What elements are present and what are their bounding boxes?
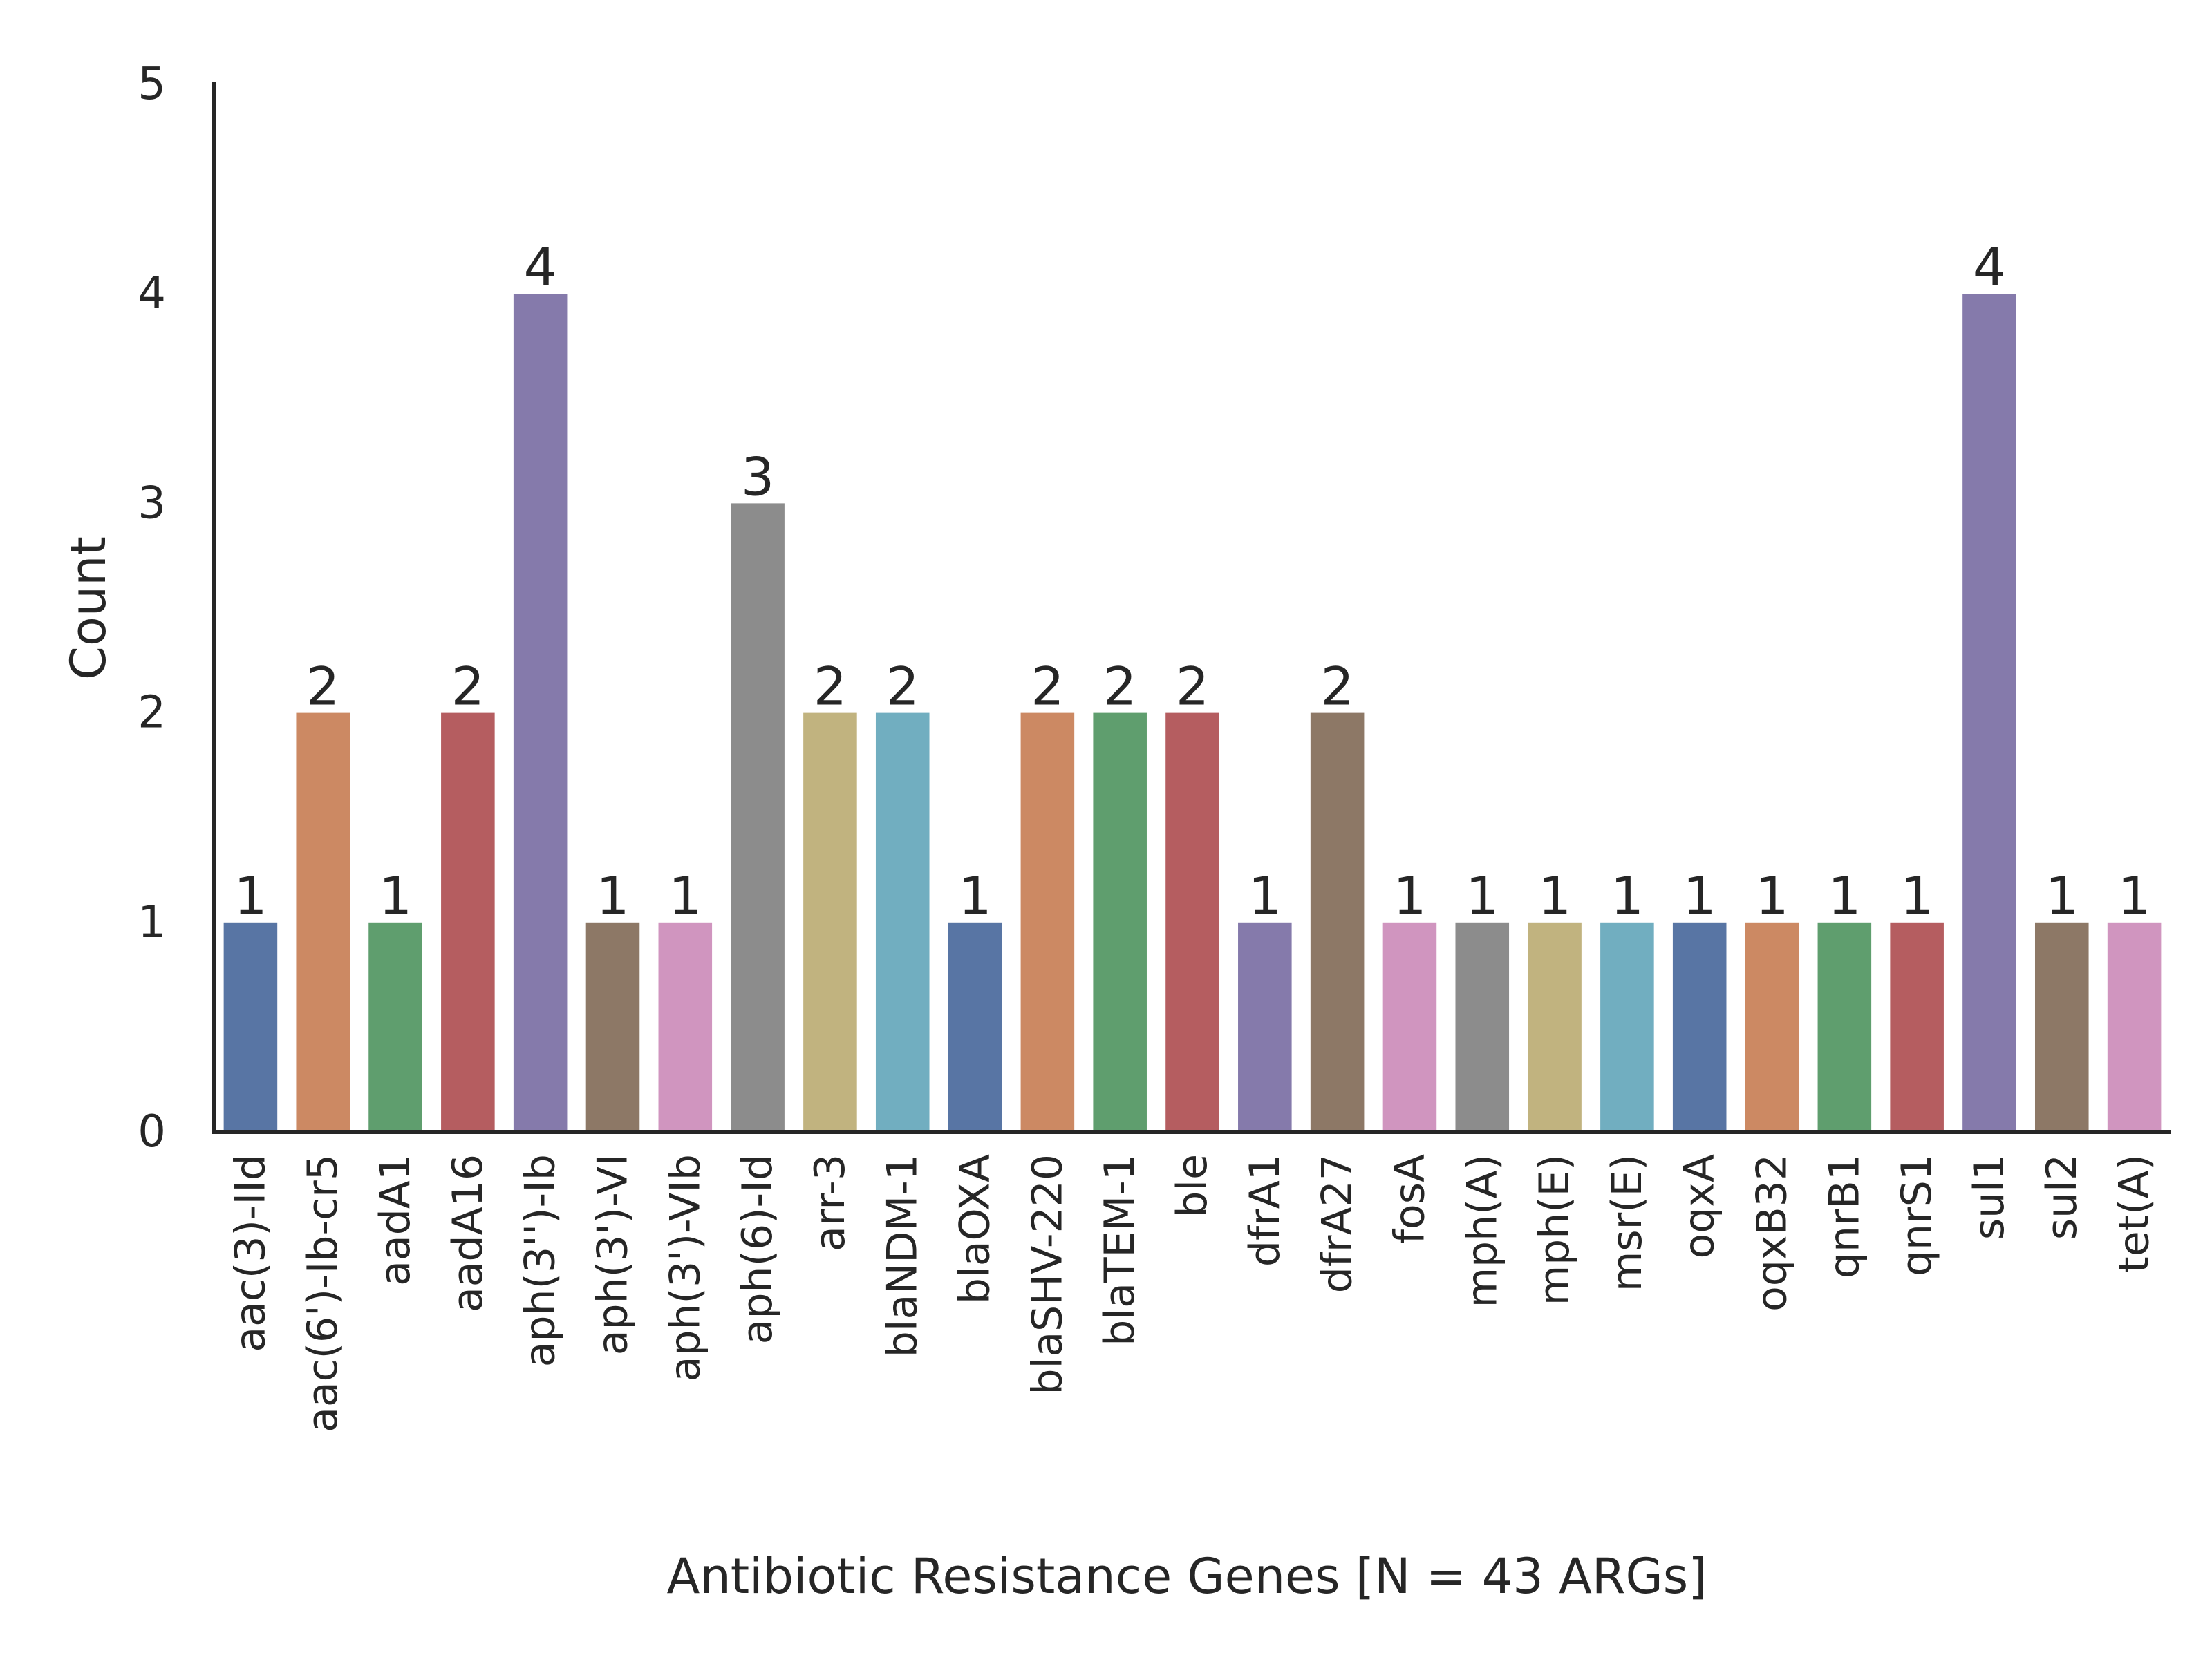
data-label-24: 4	[1973, 236, 2006, 298]
x-tick-label-11: blaSHV-220	[1023, 1154, 1071, 1395]
data-label-17: 1	[1465, 865, 1499, 927]
data-label-22: 1	[1828, 865, 1861, 927]
bar-0	[223, 922, 278, 1132]
data-label-5: 1	[596, 865, 629, 927]
x-tick-label-21: oqxB32	[1748, 1154, 1797, 1312]
bar-26	[2107, 922, 2162, 1132]
x-tick-label-0: aac(3)-IId	[226, 1154, 274, 1352]
bar-12	[1093, 712, 1147, 1132]
bar-4	[513, 294, 568, 1133]
data-label-11: 2	[1031, 656, 1064, 717]
bar-22	[1817, 922, 1872, 1132]
data-label-14: 1	[1248, 865, 1282, 927]
bar-8	[803, 712, 857, 1132]
bar-25	[2034, 922, 2089, 1132]
x-tick-label-19: msr(E)	[1603, 1154, 1651, 1292]
bars	[223, 294, 2162, 1133]
x-tick-label-10: blaOXA	[951, 1154, 1000, 1304]
data-label-8: 2	[814, 656, 847, 717]
bar-1	[296, 712, 350, 1132]
bar-15	[1310, 712, 1365, 1132]
x-tick-label-5: aph(3')-VI	[588, 1154, 637, 1355]
y-axis-title: Count	[60, 536, 117, 680]
data-label-15: 2	[1320, 656, 1353, 717]
data-label-21: 1	[1755, 865, 1788, 927]
data-label-16: 1	[1393, 865, 1426, 927]
bar-14	[1238, 922, 1292, 1132]
data-label-12: 2	[1103, 656, 1136, 717]
bar-21	[1745, 922, 1799, 1132]
bar-9	[875, 712, 930, 1132]
x-tick-label-22: qnrB1	[1820, 1154, 1868, 1278]
y-tick-label-5: 5	[138, 59, 166, 110]
x-tick-label-18: mph(E)	[1530, 1154, 1579, 1305]
data-label-26: 1	[2117, 865, 2150, 927]
x-tick-label-24: sul1	[1965, 1154, 2014, 1240]
data-label-23: 1	[1900, 865, 1933, 927]
x-tick-labels: aac(3)-IId aac(6')-Ib-cr5 aadA1 aadA16 aph(3…	[226, 1154, 2158, 1433]
x-tick-label-14: dfrA1	[1241, 1154, 1289, 1267]
data-label-20: 1	[1683, 865, 1716, 927]
bar-19	[1600, 922, 1654, 1132]
data-label-1: 2	[306, 656, 339, 717]
x-tick-label-6: aph(3')-VIb	[661, 1154, 709, 1381]
data-label-3: 2	[451, 656, 485, 717]
y-tick-labels: 0 1 2 3 4 5	[138, 59, 166, 1158]
x-tick-label-9: blaNDM-1	[879, 1154, 927, 1357]
x-tick-label-3: aadA16	[444, 1154, 492, 1312]
x-tick-label-23: qnrS1	[1893, 1154, 1941, 1276]
bar-16	[1382, 922, 1437, 1132]
data-label-19: 1	[1611, 865, 1644, 927]
bar-10	[948, 922, 1002, 1132]
x-tick-label-16: fosA	[1385, 1154, 1434, 1244]
bar-20	[1672, 922, 1727, 1132]
bar-17	[1455, 922, 1510, 1132]
data-label-0: 1	[234, 865, 267, 927]
x-tick-label-13: ble	[1168, 1154, 1217, 1218]
x-tick-label-26: tet(A)	[2110, 1154, 2159, 1273]
y-tick-label-0: 0	[138, 1106, 166, 1158]
bar-18	[1528, 922, 1582, 1132]
x-axis-title: Antibiotic Resistance Genes [N = 43 ARGs…	[666, 1548, 1707, 1605]
x-tick-label-8: arr-3	[806, 1154, 854, 1252]
x-tick-label-1: aac(6')-Ib-cr5	[299, 1154, 347, 1433]
x-tick-label-2: aadA1	[371, 1154, 420, 1286]
data-label-7: 3	[741, 446, 774, 507]
y-tick-label-2: 2	[138, 688, 166, 739]
x-tick-label-25: sul2	[2038, 1154, 2086, 1240]
bar-3	[441, 712, 495, 1132]
x-tick-label-20: oqxA	[1676, 1154, 1724, 1258]
bar-2	[368, 922, 422, 1132]
bar-11	[1020, 712, 1075, 1132]
x-tick-label-4: aph(3'')-Ib	[516, 1154, 565, 1367]
x-tick-label-15: dfrA27	[1313, 1154, 1362, 1293]
bar-23	[1890, 922, 1944, 1132]
data-label-4: 4	[523, 236, 556, 298]
y-tick-label-1: 1	[138, 897, 166, 948]
bar-24	[1962, 294, 2016, 1133]
data-label-10: 1	[958, 865, 991, 927]
data-label-18: 1	[1538, 865, 1571, 927]
bar-5	[585, 922, 640, 1132]
data-label-25: 1	[2045, 865, 2079, 927]
bar-6	[658, 922, 713, 1132]
y-tick-label-3: 3	[138, 478, 166, 529]
data-label-6: 1	[668, 865, 702, 927]
data-label-2: 1	[379, 865, 412, 927]
data-label-13: 2	[1176, 656, 1209, 717]
x-tick-label-17: mph(A)	[1458, 1154, 1506, 1307]
data-label-9: 2	[886, 656, 919, 717]
x-tick-label-7: aph(6)-Id	[733, 1154, 782, 1344]
bar-7	[731, 503, 785, 1132]
y-tick-label-4: 4	[138, 268, 166, 319]
x-tick-label-12: blaTEM-1	[1096, 1154, 1144, 1346]
bar-13	[1165, 712, 1219, 1132]
